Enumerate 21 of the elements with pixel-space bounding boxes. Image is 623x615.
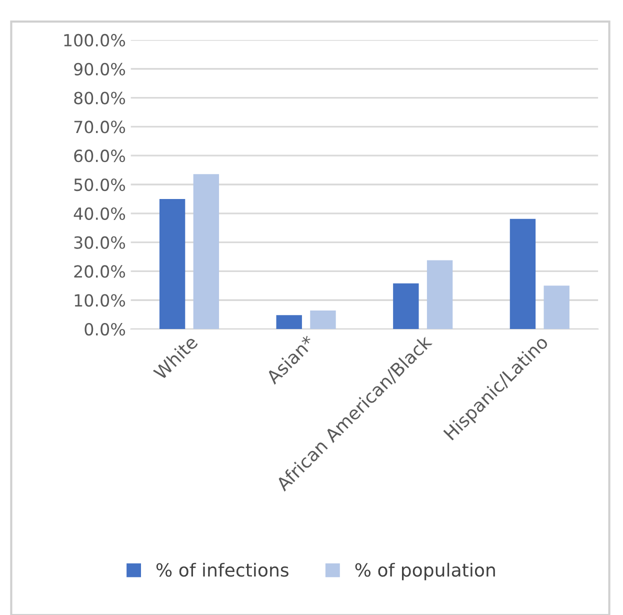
y-tick-label: 100.0% [64, 34, 126, 47]
y-tick-label: 50.0% [74, 178, 126, 192]
bar [510, 218, 536, 330]
y-tick-label: 70.0% [74, 120, 126, 134]
legend-label: % of population [355, 562, 495, 580]
y-tick-label: 60.0% [74, 150, 126, 162]
bar [426, 260, 453, 330]
bar [310, 310, 336, 330]
bar [193, 174, 220, 330]
y-tick-label: 40.0% [74, 207, 126, 220]
legend-label: % of infections [156, 562, 288, 577]
y-tick-label: 10.0% [74, 294, 126, 307]
y-tick-label: 0.0% [84, 322, 126, 336]
bar [276, 315, 302, 330]
y-tick-label: 20.0% [74, 265, 126, 278]
y-tick-label: 80.0% [74, 92, 126, 104]
bar [393, 283, 419, 330]
bar [159, 198, 186, 330]
y-tick-label: 30.0% [74, 236, 126, 249]
bar [544, 286, 570, 330]
y-tick-label: 90.0% [74, 62, 126, 76]
